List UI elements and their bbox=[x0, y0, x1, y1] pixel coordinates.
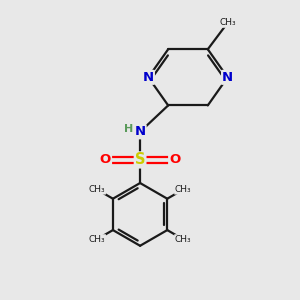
Text: H: H bbox=[124, 124, 133, 134]
Text: N: N bbox=[222, 71, 233, 84]
Text: CH₃: CH₃ bbox=[175, 235, 191, 244]
Text: CH₃: CH₃ bbox=[175, 185, 191, 194]
Text: N: N bbox=[143, 71, 154, 84]
Text: CH₃: CH₃ bbox=[89, 185, 106, 194]
Text: N: N bbox=[134, 125, 146, 138]
Text: CH₃: CH₃ bbox=[89, 235, 106, 244]
Text: CH₃: CH₃ bbox=[219, 18, 236, 27]
Text: O: O bbox=[169, 153, 180, 167]
Text: S: S bbox=[135, 152, 145, 167]
Text: O: O bbox=[100, 153, 111, 167]
